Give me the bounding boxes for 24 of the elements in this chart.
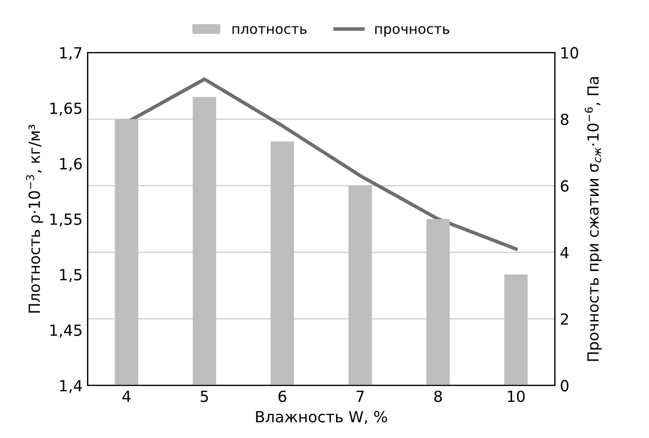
y-tick-label: 1,7	[60, 47, 82, 60]
y-tick-label: 1,55	[50, 214, 82, 227]
x-axis-title: Влажность W, %	[256, 410, 388, 424]
y-tick-label: 1,65	[50, 102, 82, 116]
y-axis-title: Плотность ρ·10$^{−3}$, кг/м³	[26, 124, 44, 313]
y2-tick-label: 8	[560, 114, 568, 126]
y-tick-label: 1,45	[50, 324, 82, 338]
x-tick-label: 5	[200, 390, 208, 402]
y-tick-label: 1,5	[60, 269, 82, 282]
x-tick-label: 7	[356, 390, 364, 402]
y2-tick-label: 10	[561, 47, 578, 59]
legend-label: плотность	[232, 26, 307, 34]
x-tick-label: 10	[508, 390, 525, 402]
y2-tick-label: 0	[560, 380, 568, 392]
y-tick-label: 1,6	[60, 158, 82, 172]
y2-axis-title: Прочность при сжатии σ$_{сж}$·10$^{−6}$, Па	[584, 77, 602, 361]
x-tick-label: 6	[278, 390, 286, 402]
legend-label: прочность	[375, 26, 450, 37]
y2-tick-label: 4	[560, 246, 569, 258]
y-tick-label: 1,4	[60, 380, 82, 394]
y2-tick-label: 6	[560, 180, 569, 192]
y2-tick-label: 2	[560, 313, 568, 325]
x-tick-label: 8	[434, 390, 442, 402]
x-tick-label: 4	[122, 390, 131, 402]
